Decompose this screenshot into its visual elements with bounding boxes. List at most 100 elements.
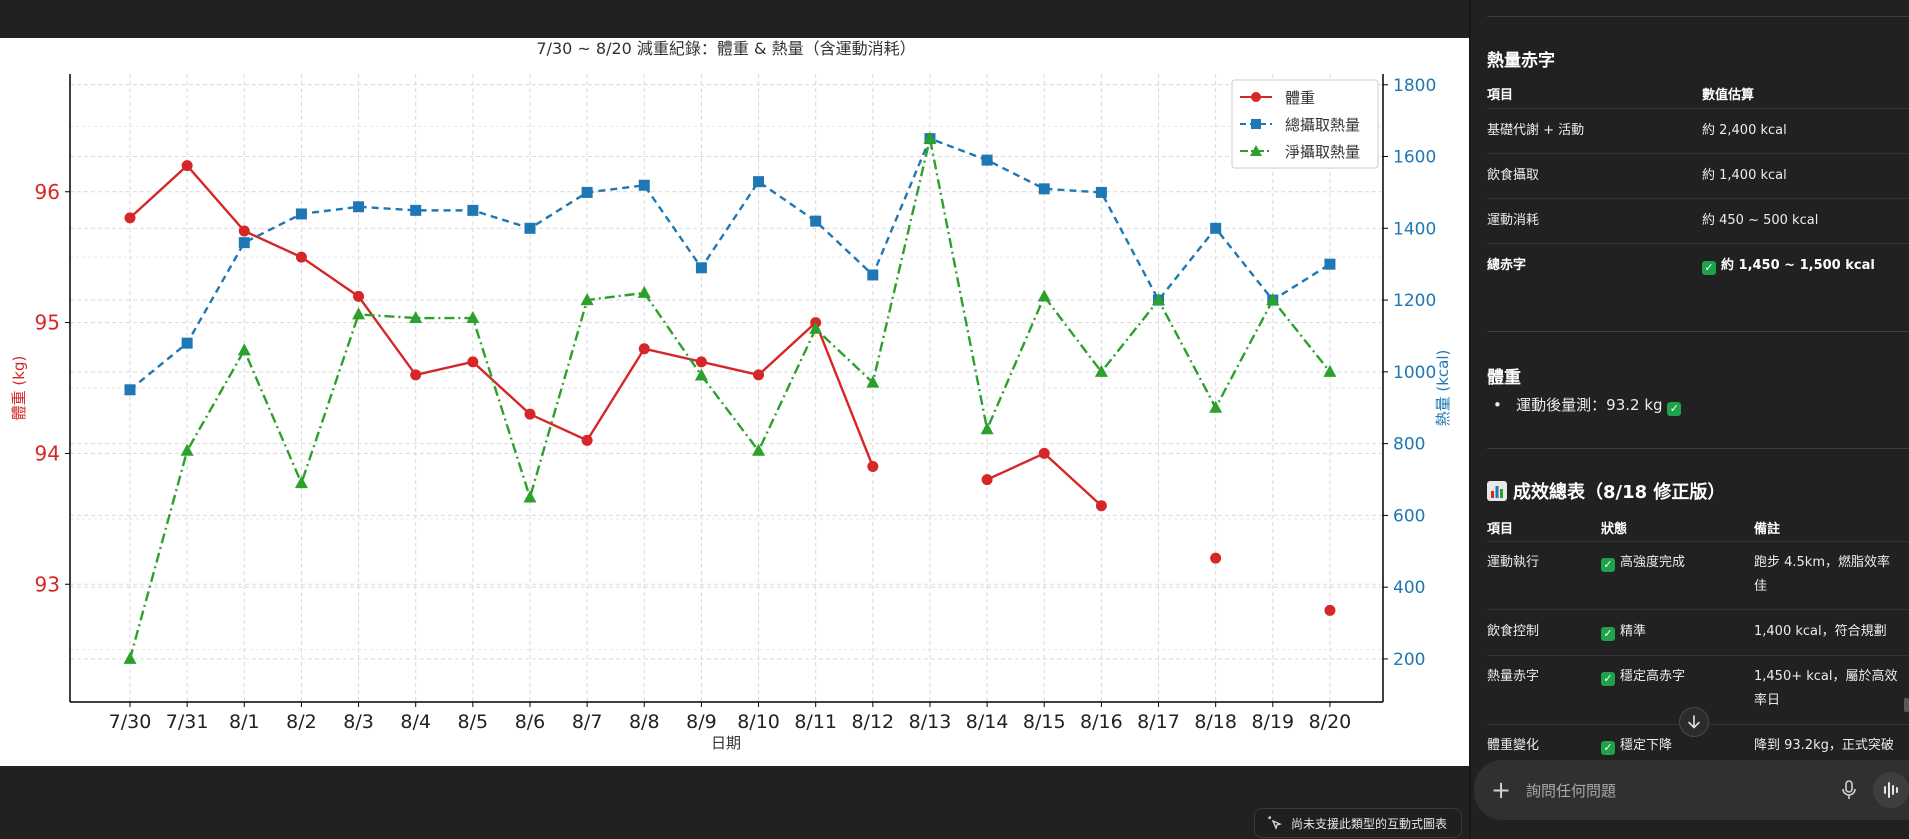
check-icon: ✓ (1601, 741, 1615, 755)
deficit-row-value: 約 2,400 kcal (1702, 123, 1787, 138)
deficit-header-value: 數值估算 (1702, 88, 1755, 103)
y-right-tick-label: 1200 (1393, 291, 1436, 311)
deficit-row-item: 飲食攝取 (1487, 168, 1540, 183)
summary-row-status: ✓ 高強度完成 (1601, 552, 1685, 574)
add-attachment-button[interactable]: + (1490, 776, 1512, 804)
x-tick-label: 8/10 (737, 711, 780, 733)
unsupported-chart-note[interactable]: 尚未支援此類型的互動式圖表 (1254, 808, 1463, 838)
series-line-2 (128, 138, 1331, 660)
microphone-icon[interactable] (1837, 778, 1861, 802)
deficit-row-item: 運動消耗 (1487, 213, 1540, 228)
data-point-0 (638, 343, 650, 355)
data-point-0 (981, 474, 993, 486)
data-point-2 (752, 443, 766, 456)
panel-divider[interactable] (1469, 0, 1471, 839)
x-tick-label: 8/8 (629, 711, 660, 733)
data-point-2 (180, 443, 194, 456)
scroll-down-button[interactable] (1679, 707, 1709, 737)
summary-status-text: 穩定高赤字 (1620, 669, 1686, 684)
data-point-2 (809, 321, 823, 334)
side-panel-scrollbar[interactable] (1904, 698, 1909, 712)
x-tick-label: 8/19 (1251, 711, 1294, 733)
y-axis-left-label: 體重 (kg) (10, 356, 28, 421)
x-tick-label: 8/18 (1194, 711, 1237, 733)
y-right-tick-label: 1600 (1393, 148, 1436, 168)
y-right-tick-label: 600 (1393, 506, 1425, 526)
x-tick-label: 8/4 (400, 711, 431, 733)
check-icon: ✓ (1702, 261, 1716, 275)
data-point-1 (581, 186, 593, 198)
section-divider (1487, 448, 1909, 449)
y-right-tick-label: 1800 (1393, 76, 1436, 96)
data-point-1 (1324, 258, 1336, 270)
data-point-0 (467, 356, 479, 368)
data-point-1 (124, 384, 136, 396)
summary-row-status: ✓ 穩定下降 (1601, 735, 1672, 757)
x-tick-label: 8/12 (851, 711, 894, 733)
y-left-tick-label: 94 (35, 441, 60, 465)
unsupported-chart-text: 尚未支援此類型的互動式圖表 (1291, 816, 1448, 831)
summary-row-item: 熱量赤字 (1487, 669, 1540, 684)
chart-panel: 7/30 7/31 8/1 8/2 8/3 8/4 8/5 8/6 8/7 8/8 8/9 8/10 8… (0, 38, 1469, 838)
deficit-row-item: 基礎代謝 + 活動 (1487, 123, 1585, 138)
data-point-0 (410, 369, 422, 381)
summary-header-note: 備註 (1754, 522, 1781, 537)
data-point-2 (1037, 289, 1051, 302)
data-point-1 (981, 154, 993, 166)
section-divider (1487, 331, 1909, 332)
summary-header-item: 項目 (1487, 522, 1514, 537)
data-point-1 (1210, 222, 1222, 234)
y-left-tick-label: 96 (35, 180, 60, 204)
summary-row-status: ✓ 穩定高赤字 (1601, 666, 1685, 688)
data-point-2 (923, 131, 937, 144)
chart-title: 7/30 ~ 8/20 減重紀錄：體重 & 熱量（含運動消耗） (536, 39, 915, 58)
summary-row-note: 跑步 4.5km，燃脂效率 (1754, 555, 1890, 570)
data-point-2 (237, 343, 251, 356)
summary-row-item: 體重變化 (1487, 738, 1540, 753)
data-point-1 (1095, 186, 1107, 198)
deficit-header-item: 項目 (1487, 88, 1514, 103)
x-tick-label: 8/1 (229, 711, 260, 733)
weight-calorie-chart: 7/30 7/31 8/1 8/2 8/3 8/4 8/5 8/6 8/7 8/8 8/9 8/10 8… (10, 39, 1452, 752)
data-point-0 (581, 434, 593, 446)
chart-area: 7/30 7/31 8/1 8/2 8/3 8/4 8/5 8/6 8/7 8/8 8/9 8/10 8… (0, 38, 1469, 766)
chart-legend: 體重 總攝取熱量 淨攝取熱量 (1231, 79, 1379, 169)
data-point-2 (294, 476, 308, 489)
weight-heading: 體重 (1487, 368, 1521, 388)
x-tick-label: 8/14 (966, 711, 1009, 733)
y-left-tick-label: 95 (35, 311, 60, 335)
chat-input[interactable] (1524, 778, 1828, 804)
data-point-0 (1210, 552, 1222, 564)
data-point-1 (695, 262, 707, 274)
data-point-2 (637, 285, 651, 298)
data-point-0 (238, 225, 250, 237)
data-point-0 (353, 290, 365, 302)
data-point-0 (1324, 604, 1336, 616)
x-tick-label: 7/31 (166, 711, 209, 733)
summary-status-text: 高強度完成 (1620, 555, 1686, 570)
data-point-0 (1038, 447, 1050, 459)
data-point-2 (1152, 293, 1166, 306)
data-point-2 (1209, 400, 1223, 413)
data-point-1 (524, 222, 536, 234)
summary-row-note: 率日 (1754, 693, 1781, 708)
x-tick-label: 8/16 (1080, 711, 1123, 733)
data-point-1 (410, 204, 422, 216)
x-tick-label: 8/15 (1023, 711, 1066, 733)
data-point-2 (866, 375, 880, 388)
section-divider (1487, 16, 1909, 17)
summary-header-status: 狀態 (1601, 522, 1628, 537)
check-icon: ✓ (1601, 672, 1615, 686)
voice-mode-button[interactable] (1873, 772, 1909, 808)
row-divider (1487, 108, 1909, 109)
series-line-0 (129, 163, 874, 467)
summary-status-text: 穩定下降 (1620, 738, 1673, 753)
legend-total-intake: 總攝取熱量 (1285, 116, 1360, 134)
deficit-total-text: 約 1,450 ~ 1,500 kcal (1721, 258, 1875, 273)
row-divider (1487, 198, 1909, 199)
x-tick-label: 8/9 (686, 711, 717, 733)
data-point-1 (638, 179, 650, 191)
summary-row-note: 降到 93.2kg，正式突破 (1754, 738, 1894, 753)
summary-row-note: 佳 (1754, 579, 1768, 594)
chat-side-panel: 熱量赤字 項目 數值估算 基礎代謝 + 活動 約 2,400 kcal 飲食攝取… (1471, 0, 1909, 839)
